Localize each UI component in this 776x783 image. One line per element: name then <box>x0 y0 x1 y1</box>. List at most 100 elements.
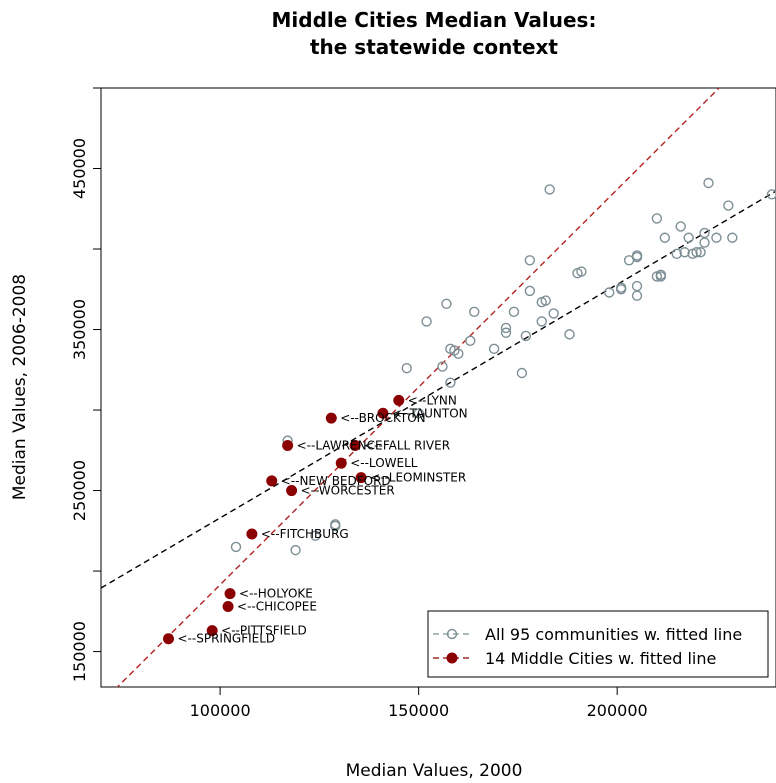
community-point <box>651 213 663 224</box>
community-point <box>524 285 536 297</box>
middle-city-label: <--PITTSFIELD <box>221 624 307 638</box>
community-point <box>536 316 547 327</box>
community-point <box>615 282 627 293</box>
middle-city-label: <--LOWELL <box>350 456 418 470</box>
community-point <box>727 232 738 243</box>
community-point <box>441 298 452 309</box>
community-point <box>655 271 667 282</box>
chart-title-line-2: the statewide context <box>310 35 558 59</box>
community-point <box>421 316 432 327</box>
fit-line-all-communities <box>101 190 776 589</box>
chart-title-line-1: Middle Cities Median Values: <box>272 8 597 32</box>
middle-city-label: <--CHICOPEE <box>237 599 317 613</box>
community-point <box>520 330 532 342</box>
middle-city-label: <--WORCESTER <box>301 484 395 498</box>
middle-city-point <box>377 407 389 419</box>
middle-city-label: <--LAWRENCE <box>297 438 383 452</box>
middle-city-point <box>266 475 278 487</box>
x-axis: 100000 150000 200000 <box>190 687 648 720</box>
community-point <box>413 408 424 419</box>
community-point <box>699 237 710 248</box>
x-tick-label: 100000 <box>190 701 251 720</box>
community-point <box>723 200 734 211</box>
community-point <box>691 247 702 258</box>
middle-city-label: <--SPRINGFIELD <box>178 632 276 646</box>
legend-label-all: All 95 communities w. fitted line <box>485 625 742 644</box>
fit-line-middle-cities <box>116 88 721 687</box>
community-point <box>576 266 587 277</box>
y-tick-label: 150000 <box>70 621 89 682</box>
community-point <box>437 361 448 372</box>
community-point <box>445 343 456 355</box>
community-point <box>230 541 242 553</box>
legend-marker-all <box>446 628 458 640</box>
community-point <box>290 544 301 556</box>
community-point <box>500 322 512 334</box>
middle-cities-labels: <--SPRINGFIELD<--PITTSFIELD<--CHICOPEE<-… <box>178 393 468 645</box>
middle-city-point <box>222 600 234 612</box>
community-point <box>766 189 776 200</box>
middle-city-label: <--LEOMINSTER <box>370 471 466 485</box>
community-point <box>711 232 722 243</box>
y-tick-label: 350000 <box>70 299 89 360</box>
legend: All 95 communities w. fitted line 14 Mid… <box>427 610 769 678</box>
fit-lines <box>101 88 776 687</box>
community-point <box>524 255 536 266</box>
community-point <box>631 290 643 301</box>
community-point <box>699 227 710 239</box>
community-point <box>631 251 643 263</box>
middle-city-point <box>393 394 405 406</box>
middle-city-point <box>206 625 218 637</box>
community-point <box>683 232 694 243</box>
middle-city-label: <--FITCHBURG <box>261 527 349 541</box>
y-axis: 150000 250000 350000 450000 <box>70 87 101 682</box>
middle-city-point <box>349 439 361 451</box>
y-tick-label: 250000 <box>70 460 89 521</box>
middle-cities-points <box>163 394 405 645</box>
y-axis-label: Median Values, 2006-2008 <box>10 274 30 500</box>
middle-city-point <box>335 457 347 469</box>
community-point <box>516 367 528 379</box>
middle-city-point <box>286 485 298 497</box>
community-point <box>675 221 686 232</box>
middle-city-label: <--BROCKTON <box>340 411 425 425</box>
middle-city-point <box>282 439 294 451</box>
community-point <box>679 247 690 258</box>
legend-box <box>427 610 769 678</box>
legend-label-mid: 14 Middle Cities w. fitted line <box>485 649 716 668</box>
middle-city-label: <--FALL RIVER <box>364 438 450 452</box>
x-axis-label: Median Values, 2000 <box>346 761 523 781</box>
community-point <box>488 343 500 355</box>
community-point <box>465 335 476 347</box>
middle-city-point <box>224 588 236 600</box>
middle-city-label: <--HOLYOKE <box>239 587 313 601</box>
community-point <box>508 306 520 318</box>
community-point <box>671 248 682 260</box>
middle-city-point <box>355 472 367 484</box>
community-point <box>453 348 464 359</box>
x-tick-label: 150000 <box>388 701 449 720</box>
plot-frame <box>100 87 776 688</box>
middle-city-label: <--TAUNTON <box>392 406 468 420</box>
community-point <box>401 362 412 374</box>
community-point <box>695 247 706 258</box>
community-point <box>540 295 551 306</box>
middle-city-label: <--NEW BEDFORD <box>281 474 391 488</box>
community-point <box>310 530 321 541</box>
middle-city-point <box>325 412 337 424</box>
all-communities-points <box>230 177 776 556</box>
community-point <box>604 287 615 298</box>
middle-city-label: <--LYNN <box>408 393 457 407</box>
community-point <box>703 177 714 189</box>
y-tick-label: 450000 <box>70 138 89 199</box>
community-point <box>548 308 559 319</box>
community-point <box>564 329 575 340</box>
community-point <box>469 306 480 318</box>
community-point <box>631 280 643 292</box>
middle-city-point <box>163 633 174 645</box>
x-tick-label: 200000 <box>587 701 648 720</box>
community-point <box>659 232 671 243</box>
legend-marker-mid <box>446 652 458 664</box>
community-point <box>500 327 512 338</box>
